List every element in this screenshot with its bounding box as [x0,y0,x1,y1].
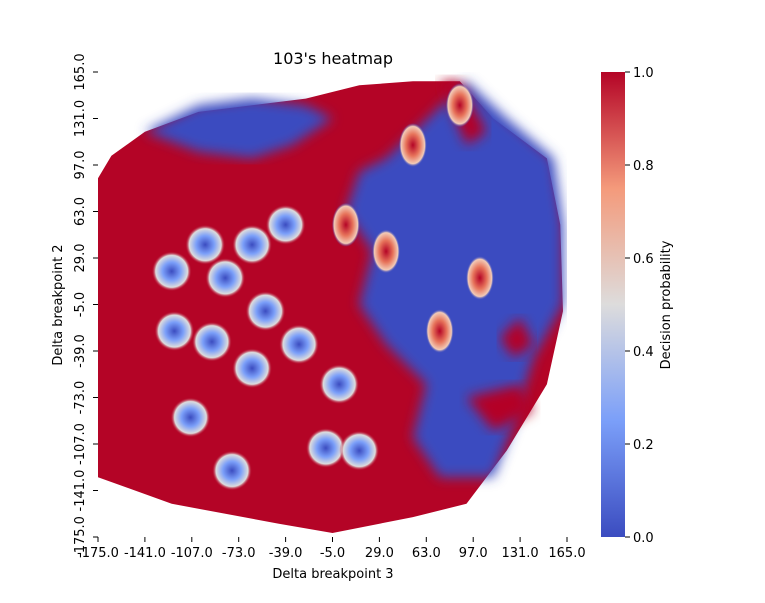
y-tick-label-1: 131.0 [73,100,88,137]
x-tick-label-8: 97.0 [459,546,488,561]
y-tick-label-2: 97.0 [73,151,88,180]
cold-spot-4 [191,321,232,362]
y-tick-label-0: 165.0 [73,53,88,90]
cold-spot-8 [305,427,346,468]
chart-title: 103's heatmap [273,49,393,68]
cold-spot-1 [154,311,195,352]
warm-spot-5 [425,309,454,354]
x-tick-label-3: -73.0 [222,546,256,561]
cold-spot-15 [151,251,192,292]
cold-spot-2 [170,397,211,438]
cold-spot-9 [319,364,360,405]
y-axis-label: Delta breakpoint 2 [51,244,66,365]
colorbar-tick-label-4: 0.2 [633,438,654,453]
y-tick-label-4: 29.0 [73,244,88,273]
warm-spot-3 [372,229,401,274]
cold-spot-11 [339,430,380,471]
y-tick-label-3: 63.0 [73,197,88,226]
colorbar-tick-label-1: 0.8 [633,159,654,174]
cold-spot-6 [245,291,286,332]
colorbar [601,72,625,537]
x-axis-label: Delta breakpoint 3 [272,567,393,582]
x-tick-label-9: 131.0 [501,546,538,561]
y-axis: 165.0 131.0 97.0 63.0 29.0 -5.0 -39.0 -73.0 -107… [73,53,98,558]
colorbar-tick-label-3: 0.4 [633,345,654,360]
warm-spot-1 [398,123,427,168]
x-tick-label-6: 29.0 [365,546,394,561]
heat-region-2 [144,98,333,159]
heat-region-4 [466,384,534,431]
y-tick-label-10: -175.0 [73,516,88,558]
x-tick-label-4: -39.0 [269,546,303,561]
x-tick-label-10: 165.0 [548,546,585,561]
colorbar-axis: 1.0 0.8 0.6 0.4 0.2 0.0 [625,66,654,546]
colorbar-label: Decision probability [659,240,674,369]
cold-spot-10 [212,450,252,491]
heatmap-area [98,81,563,534]
warm-spot-2 [445,83,474,128]
x-tick-label-0: -175.0 [77,546,119,561]
x-tick-label-7: 63.0 [412,546,441,561]
heat-region-1 [345,81,563,478]
cold-spot-12 [232,224,273,265]
colorbar-tick-label-0: 1.0 [633,66,654,81]
x-axis: -175.0 -141.0 -107.0 -73.0 -39.0 -5.0 29.0 63.0… [77,537,586,561]
cold-spot-7 [279,324,319,365]
y-tick-label-5: -5.0 [73,292,88,317]
x-tick-label-5: -5.0 [320,546,345,561]
colorbar-tick-label-5: 0.0 [633,531,654,546]
cold-spot-14 [265,204,306,245]
cold-spot-5 [205,257,246,298]
y-tick-label-6: -39.0 [73,334,88,368]
y-tick-label-8: -107.0 [73,423,88,465]
heat-region-5 [500,317,534,358]
cold-spot-13 [185,224,226,265]
colorbar-tick-label-2: 0.6 [633,252,654,267]
cold-spot-3 [232,348,273,389]
y-tick-label-7: -73.0 [73,381,88,415]
warm-spot-4 [331,202,360,247]
x-tick-label-2: -107.0 [171,546,213,561]
warm-spot-6 [465,255,494,300]
x-tick-label-1: -141.0 [124,546,166,561]
y-tick-label-9: -141.0 [73,470,88,512]
